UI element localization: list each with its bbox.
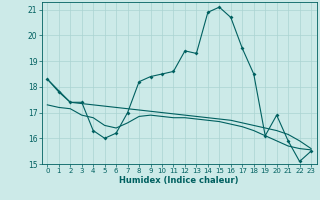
X-axis label: Humidex (Indice chaleur): Humidex (Indice chaleur) (119, 176, 239, 185)
